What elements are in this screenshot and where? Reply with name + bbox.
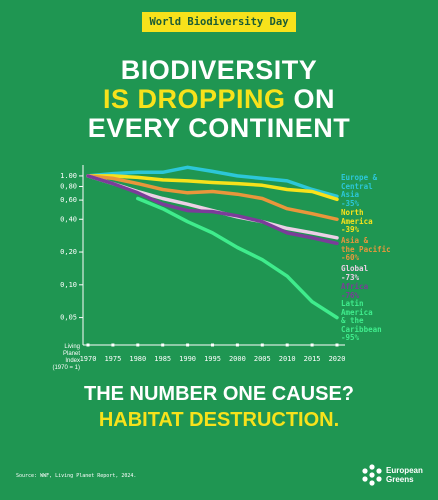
series-line bbox=[86, 174, 339, 202]
headline-text: IS DROPPING bbox=[102, 84, 286, 114]
legend-name: Europe & Central Asia bbox=[341, 173, 378, 199]
x-tick bbox=[260, 343, 264, 347]
x-tick bbox=[186, 343, 190, 347]
legend-change: -60% bbox=[341, 253, 360, 262]
x-tick-label: 2000 bbox=[229, 355, 246, 363]
y-tick-label: 1.00 bbox=[60, 172, 77, 180]
source: Source: WWF, Living Planet Report, 2024. bbox=[16, 473, 137, 479]
legend-entry: Asia & the Pacific -60% bbox=[341, 236, 391, 263]
legend-entry: Global -73% bbox=[341, 264, 369, 282]
x-tick-label: 2015 bbox=[304, 355, 321, 363]
y-tick-label: 0,40 bbox=[60, 215, 77, 223]
x-tick bbox=[211, 343, 214, 347]
legend-entry: Europe & Central Asia -35% bbox=[341, 173, 378, 208]
y-tick-label: 0,05 bbox=[60, 314, 77, 322]
x-tick bbox=[310, 343, 314, 347]
headline-text: ON bbox=[285, 84, 336, 114]
headline-text: BIODIVERSITY bbox=[120, 55, 318, 85]
legend-change: -76% bbox=[341, 290, 360, 300]
logo-icon bbox=[362, 464, 382, 486]
series-line bbox=[136, 196, 339, 320]
legend-entry: Latin America & the Caribbean -95% bbox=[341, 299, 382, 343]
x-tick-label: 1985 bbox=[154, 355, 171, 363]
y-tick-label: 0,80 bbox=[60, 182, 77, 190]
legend-change: -35% bbox=[341, 198, 360, 208]
legend-name: Asia & the Pacific bbox=[341, 236, 391, 254]
headline-line: EVERY CONTINENT bbox=[0, 113, 438, 144]
headline-line: BIODIVERSITY bbox=[0, 55, 438, 86]
y-tick-label: 0,10 bbox=[60, 281, 77, 289]
x-tick bbox=[235, 343, 239, 347]
legend-entry: Africa -76% bbox=[341, 282, 369, 300]
x-tick bbox=[285, 343, 289, 347]
badge: World Biodiversity Day bbox=[142, 12, 296, 32]
x-tick bbox=[335, 343, 339, 347]
x-tick-label: 1990 bbox=[179, 355, 196, 363]
legend-change: -73% bbox=[341, 272, 360, 282]
series-line bbox=[86, 165, 339, 199]
y-tick-label: 0,60 bbox=[60, 196, 77, 204]
headline-text: EVERY CONTINENT bbox=[87, 113, 351, 143]
x-tick bbox=[111, 343, 115, 347]
legend-name: Global bbox=[341, 264, 369, 273]
legend-name: North America bbox=[341, 208, 373, 226]
x-tick-label: 1975 bbox=[104, 355, 121, 363]
x-tick bbox=[161, 343, 165, 347]
y-axis-label: Living Planet Index (1970 = 1) bbox=[52, 344, 80, 371]
x-tick-label: 1970 bbox=[80, 355, 97, 363]
x-tick-label: 2010 bbox=[279, 355, 296, 363]
legend-entry: North America -39% bbox=[341, 208, 373, 235]
logo-text: European Greens bbox=[386, 466, 423, 484]
series-line bbox=[86, 174, 339, 222]
x-tick-label: 2020 bbox=[329, 355, 346, 363]
footer-line: THE NUMBER ONE CAUSE? bbox=[83, 383, 354, 405]
legend-name: Africa bbox=[341, 282, 369, 291]
legend-name: Latin America & the Caribbean bbox=[341, 299, 382, 334]
x-tick bbox=[136, 343, 140, 347]
headline-line: IS DROPPING ON bbox=[0, 84, 438, 115]
series-line bbox=[86, 174, 339, 246]
legend-change: -39% bbox=[341, 225, 360, 234]
legend-change: -95% bbox=[341, 333, 360, 342]
x-tick-label: 1995 bbox=[204, 355, 221, 363]
y-tick-label: 0,20 bbox=[60, 248, 77, 256]
x-tick-label: 1980 bbox=[129, 355, 146, 363]
x-tick-label: 2005 bbox=[254, 355, 271, 363]
footer-line: HABITAT DESTRUCTION. bbox=[98, 409, 340, 431]
x-tick bbox=[86, 343, 90, 347]
